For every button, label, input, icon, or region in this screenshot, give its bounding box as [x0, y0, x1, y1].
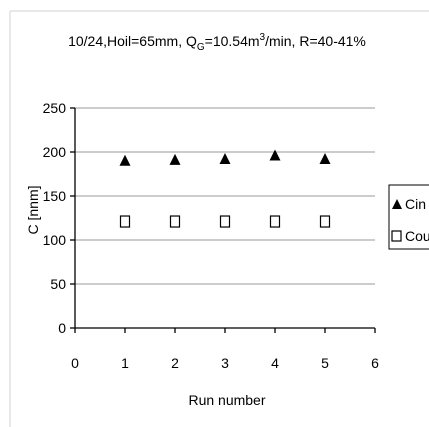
- y-tick-label-150: 150: [43, 188, 67, 204]
- y-tick-label-250: 250: [43, 100, 67, 116]
- legend-cou-marker: [391, 230, 402, 242]
- legend: Cin Cou: [388, 184, 429, 250]
- x-axis-title: Run number: [188, 392, 265, 408]
- chart-title: 10/24,Hoil=65mm, QG=10.54m3/min, R=40-41…: [68, 32, 366, 53]
- cin-point-1: [119, 154, 131, 166]
- data-marks: [119, 149, 331, 228]
- y-axis-title: C [nnm]: [25, 185, 41, 234]
- cin-point-5: [319, 153, 331, 165]
- title-superscript-3: 3: [260, 32, 266, 43]
- title-subscript-g: G: [197, 42, 205, 53]
- x-tick-label-5: 5: [321, 355, 329, 371]
- x-tick-label-0: 0: [71, 355, 79, 371]
- y-tick-label-50: 50: [50, 276, 66, 292]
- x-tick-label-4: 4: [271, 355, 279, 371]
- legend-cin-label: Cin: [405, 196, 426, 212]
- cou-point-3: [219, 215, 231, 228]
- cou-point-1: [119, 215, 131, 228]
- cin-point-4: [269, 149, 281, 161]
- legend-cou-label: Cou: [405, 228, 429, 244]
- ticks: 0 50 100 150 200 250 0 1 2 3 4 5 6: [43, 100, 379, 371]
- cin-point-3: [219, 153, 231, 165]
- cou-point-4: [269, 215, 281, 228]
- y-tick-label-0: 0: [58, 320, 66, 336]
- x-tick-label-1: 1: [121, 355, 129, 371]
- cou-point-5: [319, 215, 331, 228]
- gridlines: [75, 107, 375, 285]
- cou-point-2: [169, 215, 181, 228]
- legend-cin-marker: [392, 199, 402, 209]
- x-tick-label-6: 6: [371, 355, 379, 371]
- y-tick-label-100: 100: [43, 232, 67, 248]
- x-tick-label-2: 2: [171, 355, 179, 371]
- cin-point-2: [169, 153, 181, 165]
- y-tick-label-200: 200: [43, 144, 67, 160]
- x-tick-label-3: 3: [221, 355, 229, 371]
